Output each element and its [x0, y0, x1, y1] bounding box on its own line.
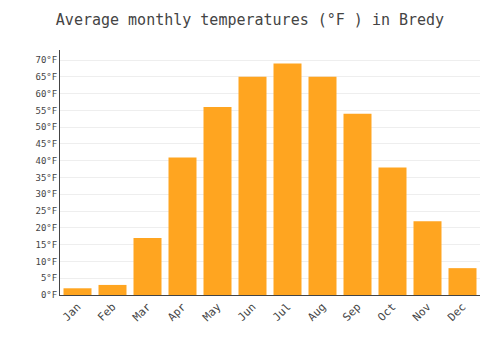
svg-text:70°F: 70°F: [36, 55, 58, 65]
svg-text:May: May: [200, 300, 224, 324]
svg-text:Jul: Jul: [270, 301, 293, 324]
svg-text:Average monthly temperatures (: Average monthly temperatures (°F ) in Br…: [56, 11, 444, 29]
svg-text:15°F: 15°F: [36, 240, 58, 250]
svg-text:60°F: 60°F: [36, 89, 58, 99]
svg-text:65°F: 65°F: [36, 72, 58, 82]
svg-text:30°F: 30°F: [36, 189, 58, 199]
svg-text:Dec: Dec: [445, 301, 468, 324]
svg-text:Mar: Mar: [130, 300, 154, 324]
svg-text:10°F: 10°F: [36, 257, 58, 267]
svg-text:Jun: Jun: [235, 301, 258, 324]
svg-text:Nov: Nov: [410, 300, 434, 324]
svg-text:40°F: 40°F: [36, 156, 58, 166]
svg-text:45°F: 45°F: [36, 139, 58, 149]
svg-text:35°F: 35°F: [36, 173, 58, 183]
svg-text:Feb: Feb: [95, 301, 118, 324]
svg-text:Apr: Apr: [165, 300, 189, 324]
svg-text:Oct: Oct: [375, 301, 398, 324]
svg-text:25°F: 25°F: [36, 206, 58, 216]
svg-text:Jan: Jan: [60, 301, 83, 324]
svg-text:5°F: 5°F: [41, 273, 57, 283]
svg-text:20°F: 20°F: [36, 223, 58, 233]
svg-text:Aug: Aug: [305, 301, 328, 324]
svg-text:50°F: 50°F: [36, 122, 58, 132]
svg-text:55°F: 55°F: [36, 106, 58, 116]
svg-text:0°F: 0°F: [41, 290, 57, 300]
svg-text:Sep: Sep: [340, 301, 363, 324]
